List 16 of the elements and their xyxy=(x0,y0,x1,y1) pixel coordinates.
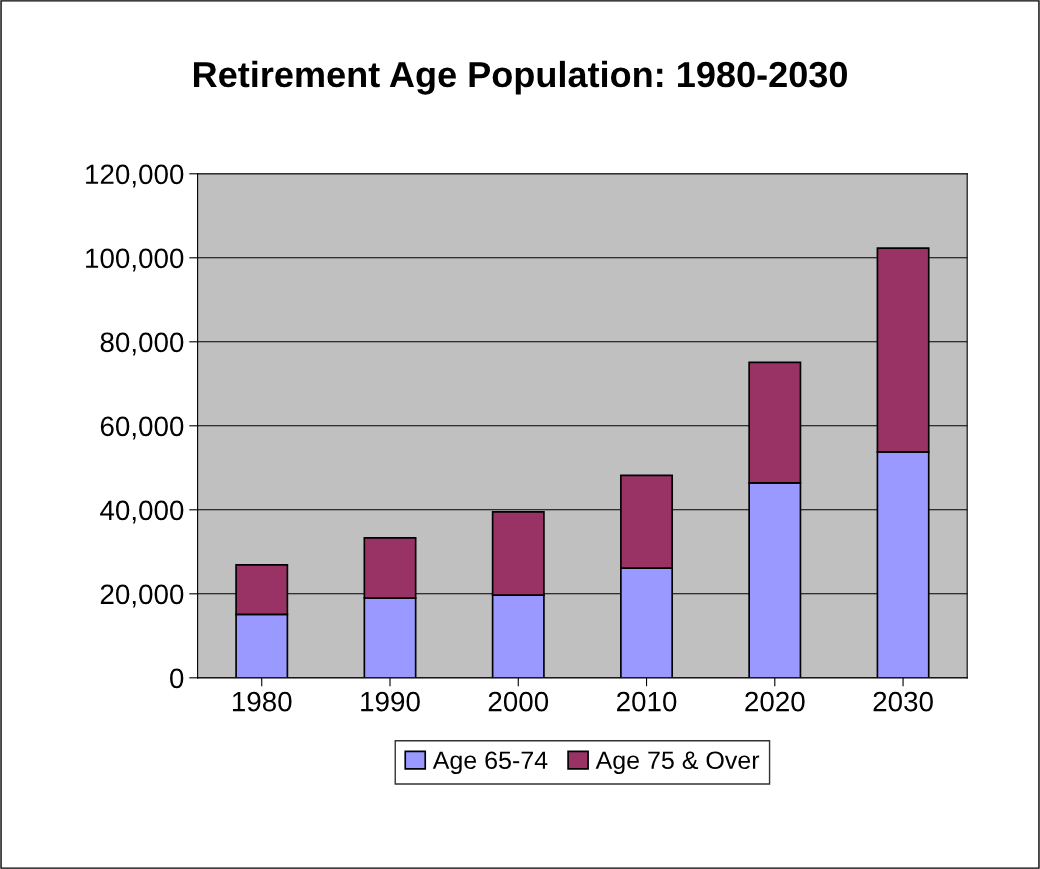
x-tick-label: 2020 xyxy=(745,691,805,712)
x-tick-label: 2000 xyxy=(488,691,549,712)
y-tick-label: 0 xyxy=(170,668,184,689)
y-tick-label: 120,000 xyxy=(86,164,184,188)
y-tick-label: 20,000 xyxy=(100,584,184,608)
chart-title: Retirement Age Population: 1980-2030 xyxy=(194,60,847,95)
legend-label: Age 75 & Over xyxy=(595,751,760,775)
y-tick-label: 40,000 xyxy=(100,500,184,524)
x-tick-label: 2030 xyxy=(873,691,933,712)
y-tick-label: 80,000 xyxy=(100,332,184,356)
x-tick-label: 1990 xyxy=(361,691,420,712)
y-tick-label: 100,000 xyxy=(86,248,184,272)
x-tick-label: 2010 xyxy=(617,691,677,712)
y-tick-label: 60,000 xyxy=(100,416,184,440)
legend-label: Age 65-74 xyxy=(432,751,548,775)
x-tick-label: 1980 xyxy=(232,691,292,712)
